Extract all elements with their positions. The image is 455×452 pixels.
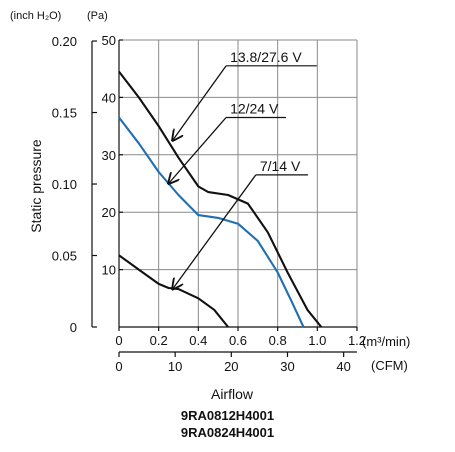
series-line-1 (118, 70, 323, 328)
x-axis-label: Airflow (211, 386, 254, 402)
x-unit-bottom: (CFM) (371, 358, 408, 373)
cfm-tick-label: 30 (280, 359, 294, 374)
m3-tick-label: 1.0 (308, 333, 326, 348)
cfm-tick-label: 0 (115, 359, 122, 374)
m3-tick-label: 0.2 (150, 333, 168, 348)
inch-tick-label: 0.20 (52, 34, 77, 49)
inch-tick-label: 0.10 (52, 177, 77, 192)
series-label-1: 13.8/27.6 V (230, 49, 302, 65)
model-number-2: 9RA0824H4001 (180, 425, 275, 440)
m3-tick-label: 0.6 (229, 333, 247, 348)
pa-tick-label: 50 (102, 33, 116, 48)
series-label-3: 7/14 V (260, 158, 301, 174)
pa-tick-label: 40 (102, 90, 116, 105)
annotations: 13.8/27.6 V 12/24 V 7/14 V (169, 49, 317, 289)
model-number-1: 9RA0812H4001 (180, 408, 275, 423)
pa-tick-label: 20 (102, 205, 116, 220)
series-line-2 (118, 116, 305, 328)
grid (119, 39, 358, 327)
y-unit-right: (Pa) (87, 10, 108, 22)
y-unit-left: (inch H₂O) (10, 10, 61, 22)
label-arrow (169, 117, 227, 183)
label-arrow (173, 65, 227, 141)
axes: 10 20 30 40 50 0 0.05 0.10 0.15 0.20 0 0.2 0.4 0.6 0.8… (52, 33, 366, 374)
series-line-3 (118, 254, 229, 328)
inch-tick-label: 0.05 (52, 249, 77, 264)
x-unit-top: (m³/min) (362, 334, 410, 349)
m3-tick-label: 1.2 (348, 333, 366, 348)
cfm-tick-label: 10 (168, 359, 182, 374)
pa-tick-label: 30 (102, 148, 116, 163)
series-lines (118, 70, 323, 328)
m3-tick-label: 0.4 (189, 333, 207, 348)
m3-tick-label: 0 (115, 333, 122, 348)
label-arrow (173, 174, 257, 289)
inch-tick-label: 0 (70, 320, 77, 335)
cfm-tick-label: 40 (336, 359, 350, 374)
y-axis-label: Static pressure (28, 139, 44, 233)
inch-tick-label: 0.15 (52, 106, 77, 121)
m3-tick-label: 0.8 (269, 333, 287, 348)
cfm-tick-label: 20 (224, 359, 238, 374)
pa-tick-label: 10 (102, 263, 116, 278)
series-label-2: 12/24 V (230, 100, 279, 116)
